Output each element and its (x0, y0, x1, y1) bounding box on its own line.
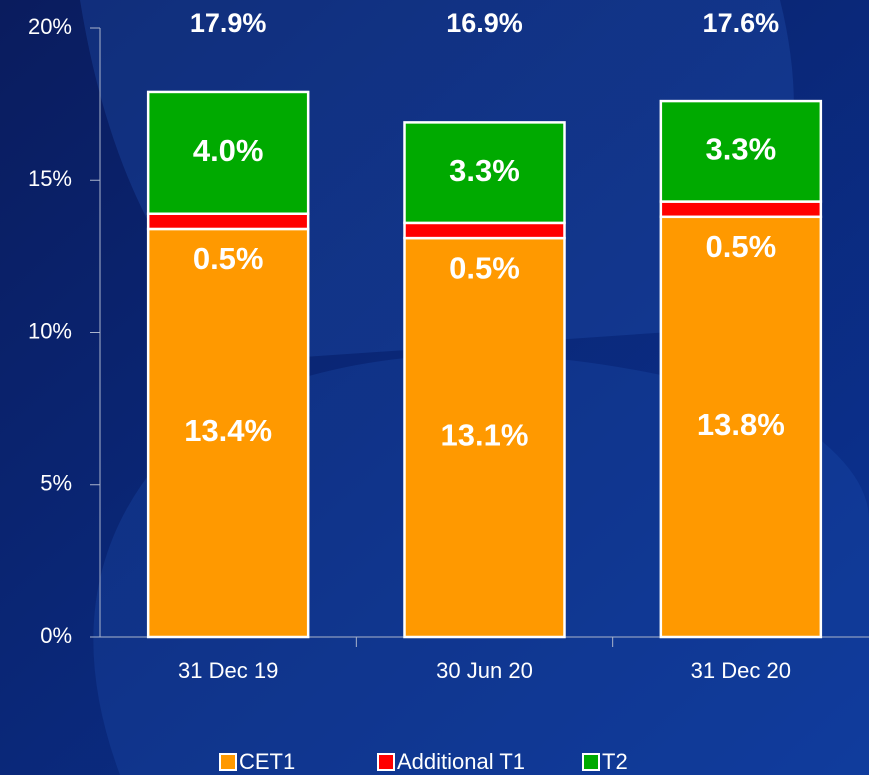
bar-segment (146, 90, 310, 215)
bar-segment (403, 121, 566, 225)
x-tick-label: 31 Dec 19 (178, 658, 278, 683)
data-label: 4.0% (193, 133, 264, 168)
x-tick-label: 31 Dec 20 (691, 658, 791, 683)
data-label: 0.5% (449, 250, 520, 285)
bar-segment (146, 227, 310, 639)
data-label: 3.3% (449, 153, 520, 188)
y-tick-label: 0% (40, 623, 72, 648)
legend-label: T2 (602, 749, 628, 774)
bar-segment (146, 212, 310, 231)
total-label: 17.9% (190, 8, 267, 38)
y-tick-label: 10% (28, 318, 72, 343)
bar-segment (659, 99, 823, 203)
x-tick-label: 30 Jun 20 (436, 658, 533, 683)
legend-swatch (377, 753, 395, 771)
data-label: 0.5% (193, 241, 264, 276)
data-label: 13.4% (184, 413, 272, 448)
y-tick-label: 5% (40, 471, 72, 496)
data-label: 13.1% (441, 418, 529, 453)
total-label: 16.9% (446, 8, 523, 38)
legend-label: Additional T1 (397, 749, 525, 774)
data-label: 13.8% (697, 407, 785, 442)
legend-swatch (219, 753, 237, 771)
bar-segment (659, 200, 823, 219)
y-tick-label: 15% (28, 166, 72, 191)
data-label: 0.5% (705, 229, 776, 264)
y-tick-label: 20% (28, 14, 72, 39)
legend-label: CET1 (239, 749, 295, 774)
total-label: 17.6% (703, 8, 780, 38)
data-label: 3.3% (705, 132, 776, 167)
bar-segment (403, 236, 566, 639)
bar-segment (403, 221, 566, 240)
legend-swatch (582, 753, 600, 771)
